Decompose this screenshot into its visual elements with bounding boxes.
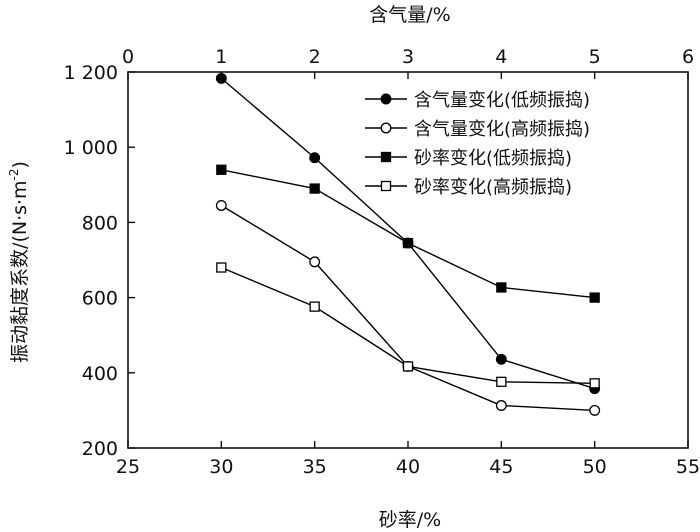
y-tick-label: 1 000 [64, 137, 118, 159]
legend-label: 砂率变化(高频振捣) [414, 177, 572, 198]
top-tick-label: 2 [309, 46, 321, 68]
data-point [402, 361, 414, 372]
data-point [309, 256, 321, 268]
legend-item: 砂率变化(低频振捣) [365, 148, 572, 169]
series [216, 262, 600, 389]
top-tick-label: 4 [495, 46, 507, 68]
y-axis-label: 振动黏度系数/(N·s·m-2) [7, 161, 31, 363]
y-tick-label: 400 [82, 363, 118, 385]
x-tick-label: 30 [209, 456, 233, 478]
data-point [495, 353, 507, 365]
x-tick-label: 25 [116, 456, 140, 478]
plot-area-border [127, 71, 689, 449]
plot-frame [127, 71, 689, 449]
data-point [309, 183, 320, 194]
data-point [589, 292, 600, 303]
legend-item: 含气量变化(低频振捣) [365, 90, 590, 111]
data-point [380, 180, 392, 192]
data-point [309, 152, 321, 164]
legend-label: 含气量变化(高频振捣) [414, 119, 590, 140]
data-point [215, 72, 227, 84]
data-point [309, 301, 320, 312]
top-tick-label: 1 [215, 46, 227, 68]
top-tick-label: 0 [122, 46, 134, 68]
legend: 含气量变化(低频振捣) 含气量变化(高频振捣) 砂率变化(低频振捣) 砂率变化(高频振… [365, 90, 590, 198]
top-axis-ticks: 0 1 2 3 4 5 6 [122, 46, 694, 79]
x-tick-label: 55 [676, 456, 700, 478]
top-tick-label: 5 [589, 46, 601, 68]
y-tick-label: 800 [82, 212, 118, 234]
x-tick-label: 35 [303, 456, 327, 478]
y-tick-label: 1 200 [64, 62, 118, 84]
data-point [215, 200, 227, 211]
y-tick-label: 200 [82, 438, 118, 460]
top-axis-label: 含气量/% [369, 4, 450, 26]
series [216, 164, 600, 303]
y-axis-label-sup: -2 [7, 168, 21, 180]
series-line [220, 204, 595, 412]
data-point [589, 378, 600, 389]
data-point [380, 122, 392, 134]
top-tick-label: 6 [682, 46, 694, 68]
data-point [495, 400, 507, 411]
x-axis-label: 砂率/% [379, 509, 441, 531]
legend-label: 砂率变化(低频振捣) [414, 148, 572, 169]
top-tick-label: 3 [402, 46, 414, 68]
y-axis-ticks: 200 400 600 800 1 000 1 200 [64, 62, 135, 460]
legend-label: 含气量变化(低频振捣) [414, 90, 590, 111]
data-point [380, 151, 392, 163]
data-point [216, 164, 227, 175]
x-axis-ticks: 25 30 35 40 45 50 55 [116, 441, 700, 478]
data-point [380, 93, 392, 105]
x-tick-label: 40 [396, 456, 420, 478]
series-layer [215, 72, 601, 416]
x-tick-label: 45 [489, 456, 513, 478]
data-point [496, 282, 507, 293]
legend-item: 砂率变化(高频振捣) [365, 177, 572, 198]
x-tick-label: 50 [583, 456, 607, 478]
data-point [402, 237, 414, 249]
data-point [216, 262, 227, 273]
y-axis-label-close: ) [9, 161, 31, 168]
data-point [589, 404, 601, 416]
y-axis-label-main: 振动黏度系数/(N·s·m [9, 180, 31, 363]
y-tick-label: 600 [82, 288, 118, 310]
data-point [496, 376, 507, 387]
legend-item: 含气量变化(高频振捣) [365, 119, 590, 140]
